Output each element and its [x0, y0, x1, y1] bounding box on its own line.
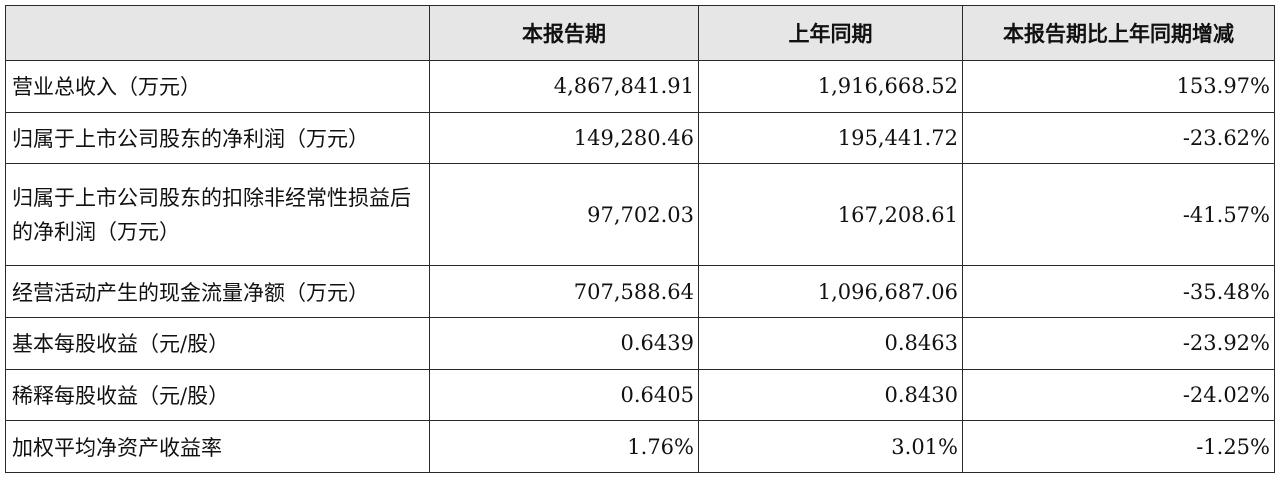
change-value: 153.97%	[962, 60, 1275, 113]
row-label: 归属于上市公司股东的净利润（万元）	[5, 111, 430, 165]
table-row: 归属于上市公司股东的扣除非经常性损益后的净利润（万元） 97,702.03 16…	[5, 163, 1275, 267]
current-period-value: 707,588.64	[429, 265, 699, 319]
prior-period-value: 3.01%	[698, 420, 963, 473]
change-value: -41.57%	[962, 163, 1275, 267]
table-row: 经营活动产生的现金流量净额（万元） 707,588.64 1,096,687.0…	[5, 265, 1275, 319]
table-row: 归属于上市公司股东的净利润（万元） 149,280.46 195,441.72 …	[5, 111, 1275, 165]
current-period-value: 1.76%	[429, 420, 699, 473]
current-period-value: 97,702.03	[429, 163, 699, 267]
header-cell-item	[5, 5, 430, 61]
current-period-value: 0.6439	[429, 317, 699, 370]
change-value: -1.25%	[962, 420, 1275, 473]
table-header-row: 本报告期 上年同期 本报告期比上年同期增减	[5, 5, 1275, 61]
row-label: 经营活动产生的现金流量净额（万元）	[5, 265, 430, 319]
header-cell-prior-period: 上年同期	[698, 5, 963, 61]
row-label: 加权平均净资产收益率	[5, 420, 430, 473]
prior-period-value: 195,441.72	[698, 111, 963, 165]
table-row: 营业总收入（万元） 4,867,841.91 1,916,668.52 153.…	[5, 60, 1275, 113]
row-label: 稀释每股收益（元/股）	[5, 368, 430, 422]
prior-period-value: 0.8463	[698, 317, 963, 370]
prior-period-value: 0.8430	[698, 368, 963, 422]
change-value: -23.62%	[962, 111, 1275, 165]
table-row: 加权平均净资产收益率 1.76% 3.01% -1.25%	[5, 420, 1275, 473]
table-row: 稀释每股收益（元/股） 0.6405 0.8430 -24.02%	[5, 368, 1275, 422]
change-value: -35.48%	[962, 265, 1275, 319]
row-label: 营业总收入（万元）	[5, 60, 430, 113]
current-period-value: 149,280.46	[429, 111, 699, 165]
current-period-value: 0.6405	[429, 368, 699, 422]
financial-summary-table: 本报告期 上年同期 本报告期比上年同期增减 营业总收入（万元） 4,867,84…	[5, 5, 1275, 473]
current-period-value: 4,867,841.91	[429, 60, 699, 113]
table-row: 基本每股收益（元/股） 0.6439 0.8463 -23.92%	[5, 317, 1275, 370]
prior-period-value: 167,208.61	[698, 163, 963, 267]
header-cell-change: 本报告期比上年同期增减	[962, 5, 1275, 61]
prior-period-value: 1,916,668.52	[698, 60, 963, 113]
change-value: -23.92%	[962, 317, 1275, 370]
header-cell-current-period: 本报告期	[429, 5, 699, 61]
prior-period-value: 1,096,687.06	[698, 265, 963, 319]
row-label: 基本每股收益（元/股）	[5, 317, 430, 370]
row-label: 归属于上市公司股东的扣除非经常性损益后的净利润（万元）	[5, 163, 430, 267]
change-value: -24.02%	[962, 368, 1275, 422]
